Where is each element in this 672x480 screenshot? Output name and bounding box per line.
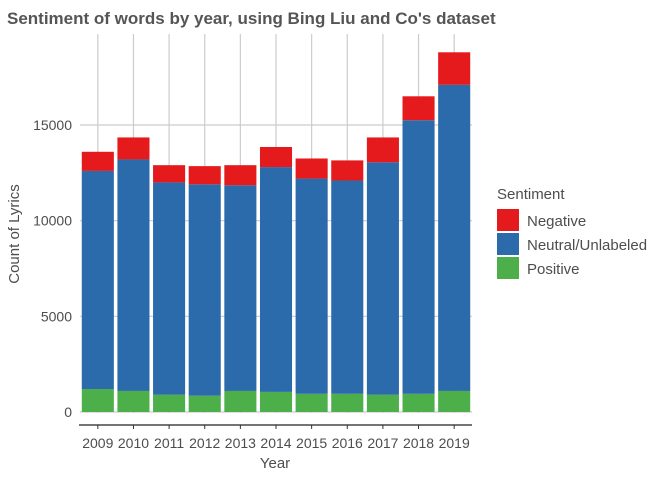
- y-tick-label: 5000: [41, 308, 72, 324]
- bar-positive-2015: [295, 393, 328, 412]
- bar-positive-2012: [188, 395, 221, 412]
- bars-layer: [81, 52, 471, 412]
- x-tick-label: 2016: [332, 435, 363, 451]
- bar-neutral-unlabeled-2017: [366, 162, 399, 395]
- x-tick-label: 2009: [82, 435, 113, 451]
- bar-neutral-unlabeled-2015: [295, 178, 328, 394]
- x-tick-label: 2019: [439, 435, 470, 451]
- bar-negative-2014: [259, 147, 293, 168]
- y-axis-label: Count of Lyrics: [6, 184, 23, 284]
- legend-title: Sentiment: [497, 186, 565, 203]
- bar-positive-2017: [366, 394, 399, 412]
- y-tick-label: 10000: [33, 213, 72, 229]
- bar-negative-2016: [331, 160, 364, 181]
- bar-neutral-unlabeled-2012: [188, 184, 221, 396]
- bar-neutral-unlabeled-2009: [81, 170, 114, 390]
- x-tick-label: 2011: [154, 435, 184, 451]
- bar-positive-2019: [438, 390, 471, 412]
- legend-label: Positive: [527, 261, 580, 278]
- bar-positive-2011: [153, 394, 186, 412]
- x-tick-label: 2013: [225, 435, 256, 451]
- y-tick-label: 0: [64, 404, 72, 420]
- legend: Negative Neutral/Unlabeled Positive: [497, 209, 647, 279]
- y-tick-labels: 0 5000 10000 15000: [33, 117, 72, 420]
- bar-negative-2017: [366, 137, 399, 163]
- bar-negative-2010: [117, 137, 150, 160]
- bar-negative-2009: [81, 151, 114, 171]
- bar-negative-2011: [153, 165, 186, 183]
- bar-negative-2019: [438, 52, 471, 85]
- legend-swatch-negative: [497, 209, 519, 231]
- x-tick-label: 2018: [403, 435, 434, 451]
- legend-label: Neutral/Unlabeled: [527, 237, 647, 254]
- bar-neutral-unlabeled-2019: [438, 84, 471, 391]
- x-tick-labels: 2009 2010 2011 2012 2013 2014 2015 2016 2017 2018…: [82, 425, 470, 451]
- x-tick-label: 2010: [118, 435, 149, 451]
- bar-negative-2012: [188, 166, 221, 185]
- bar-neutral-unlabeled-2018: [402, 120, 435, 394]
- legend-label: Negative: [527, 213, 586, 230]
- x-tick-label: 2012: [189, 435, 220, 451]
- bar-positive-2010: [117, 390, 150, 412]
- bar-negative-2015: [295, 158, 328, 179]
- bar-neutral-unlabeled-2011: [153, 182, 186, 395]
- chart-title: Sentiment of words by year, using Bing L…: [7, 9, 496, 28]
- bar-positive-2014: [259, 391, 293, 412]
- x-tick-label: 2015: [296, 435, 327, 451]
- x-tick-label: 2017: [367, 435, 398, 451]
- bar-neutral-unlabeled-2010: [117, 159, 150, 391]
- y-tick-label: 15000: [33, 117, 72, 133]
- bar-neutral-unlabeled-2014: [259, 167, 293, 392]
- legend-swatch-positive: [497, 257, 519, 279]
- bar-negative-2018: [402, 96, 435, 121]
- bar-positive-2018: [402, 393, 435, 412]
- legend-swatch-neutral-unlabeled: [497, 233, 519, 255]
- bar-neutral-unlabeled-2016: [331, 180, 364, 394]
- bar-neutral-unlabeled-2013: [224, 185, 257, 391]
- x-tick-label: 2014: [260, 435, 291, 451]
- bar-positive-2009: [81, 389, 114, 412]
- x-axis-label: Year: [260, 455, 290, 472]
- bar-positive-2016: [331, 393, 364, 412]
- bar-positive-2013: [224, 390, 257, 412]
- bar-negative-2013: [224, 165, 257, 186]
